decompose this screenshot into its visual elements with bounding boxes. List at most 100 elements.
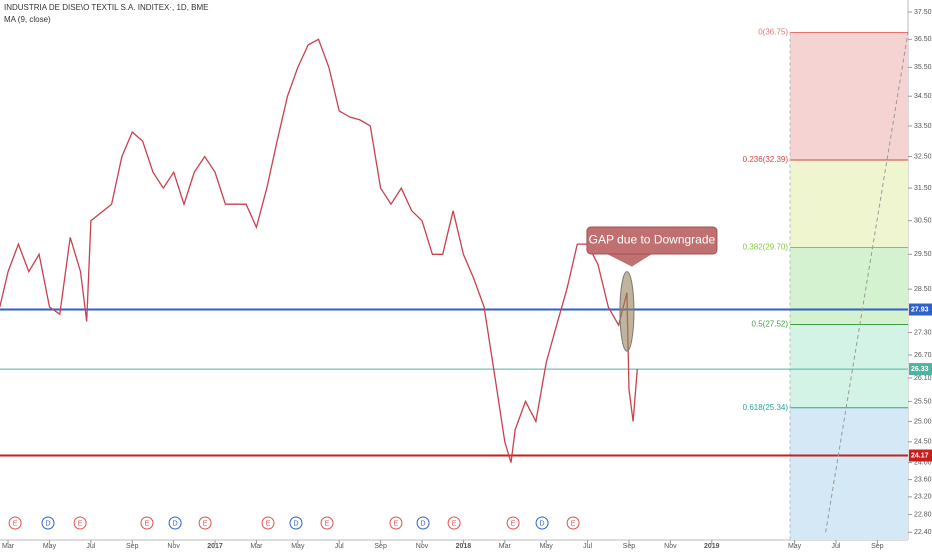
x-tick-label: May: [788, 543, 802, 550]
event-label: D: [421, 520, 426, 527]
fib-zone: [790, 247, 908, 325]
x-tick-label: Sep: [126, 543, 139, 550]
y-tick-label: 36.50: [914, 36, 932, 43]
event-marker: [566, 516, 580, 530]
event-label: E: [394, 520, 399, 527]
x-tick-label: 2017: [207, 543, 223, 550]
event-label: D: [45, 520, 50, 527]
fib-label: 0(36.75): [758, 28, 788, 37]
y-tick-label: 35.50: [914, 64, 932, 71]
x-tick-label: May: [540, 543, 554, 550]
y-tick-label: 22.40: [914, 529, 932, 536]
price-label: 26.33: [911, 366, 929, 373]
event-marker: [416, 516, 430, 530]
y-tick-label: 24.00: [914, 459, 932, 466]
event-marker: [289, 516, 303, 530]
y-tick-label: 23.20: [914, 494, 932, 501]
y-tick-label: 27.30: [914, 329, 932, 336]
x-tick-label: Mar: [499, 543, 512, 550]
event-marker: [41, 516, 55, 530]
y-tick-label: 22.80: [914, 511, 932, 518]
event-label: D: [540, 520, 545, 527]
event-marker: [447, 516, 461, 530]
fib-zone: [790, 32, 908, 160]
x-tick-label: Nov: [416, 543, 429, 550]
y-tick-label: 24.50: [914, 439, 932, 446]
x-tick-label: 2019: [704, 543, 720, 550]
plot: 0(36.75) 0.236(32.39) 0.382(29.70) 0.5(27.5…: [0, 28, 909, 540]
indicator-label: MA (9, close): [4, 15, 51, 24]
y-tick-label: 26.70: [914, 352, 932, 359]
x-tick-label: Jul: [583, 543, 592, 550]
callout-text: GAP due to Downgrade: [589, 233, 716, 247]
x-tick-label: May: [291, 543, 305, 550]
event-marker: [198, 516, 212, 530]
x-tick-label: Jul: [831, 543, 840, 550]
event-label: E: [203, 520, 208, 527]
fib-label: 0.5(27.52): [752, 320, 789, 329]
price-label: 27.93: [911, 306, 929, 313]
fib-label: 0.382(29.70): [743, 243, 789, 252]
y-tick-label: 37.50: [914, 9, 932, 16]
price-label-bg: [909, 303, 932, 316]
y-tick-label: 25.50: [914, 398, 932, 405]
event-label: E: [78, 520, 83, 527]
callout-pointer: [606, 254, 652, 267]
y-tick-label: 32.50: [914, 153, 932, 160]
y-tick-label: 26.10: [914, 375, 932, 382]
event-marker: [168, 516, 182, 530]
x-tick-label: Sep: [871, 543, 884, 550]
price-line: [0, 38, 638, 463]
y-tick-label: 34.50: [914, 93, 932, 100]
price-axis: [908, 0, 932, 550]
price-label-bg: [909, 363, 932, 376]
price-label: 24.17: [911, 452, 929, 459]
event-label: D: [293, 520, 298, 527]
gap-ellipse: [619, 271, 635, 352]
x-tick-label: Nov: [167, 543, 180, 550]
price-label-bg: [909, 449, 932, 462]
fib-zone: [790, 324, 908, 408]
event-marker: [73, 516, 87, 530]
fib-label: 0.236(32.39): [743, 155, 789, 164]
x-tick-label: Nov: [664, 543, 677, 550]
x-tick-label: Jul: [335, 543, 344, 550]
event-label: D: [173, 520, 178, 527]
y-tick-label: 33.50: [914, 123, 932, 130]
trend-line: [825, 32, 909, 533]
event-label: E: [145, 520, 150, 527]
x-tick-label: Mar: [250, 543, 263, 550]
event-marker: [535, 516, 549, 530]
x-tick-label: Mar: [2, 543, 15, 550]
event-label: E: [571, 520, 576, 527]
event-label: E: [511, 520, 516, 527]
x-tick-label: Sep: [374, 543, 387, 550]
fib-zone: [790, 159, 908, 248]
event-label: E: [452, 520, 457, 527]
event-label: E: [266, 520, 271, 527]
fib-label: 0.618(25.34): [743, 403, 789, 412]
x-tick-label: 2018: [456, 543, 472, 550]
chart-title: INDUSTRIA DE DISE\O TEXTIL S.A. INDITEX·…: [4, 3, 208, 12]
fib-zone: [790, 407, 908, 540]
x-tick-label: May: [43, 543, 57, 550]
x-tick-label: Jul: [86, 543, 95, 550]
callout-box: [586, 226, 718, 255]
y-tick-label: 23.60: [914, 476, 932, 483]
event-marker: [389, 516, 403, 530]
event-marker: [261, 516, 275, 530]
y-tick-label: 28.50: [914, 286, 932, 293]
y-tick-label: 29.50: [914, 251, 932, 258]
y-tick-label: 30.50: [914, 218, 932, 225]
y-tick-label: 31.50: [914, 185, 932, 192]
event-marker: [140, 516, 154, 530]
event-label: E: [13, 520, 18, 527]
y-tick-label: 25.00: [914, 418, 932, 425]
x-tick-label: Sep: [623, 543, 636, 550]
event-marker: [506, 516, 520, 530]
event-marker: [8, 516, 22, 530]
event-label: E: [325, 520, 330, 527]
event-marker: [320, 516, 334, 530]
